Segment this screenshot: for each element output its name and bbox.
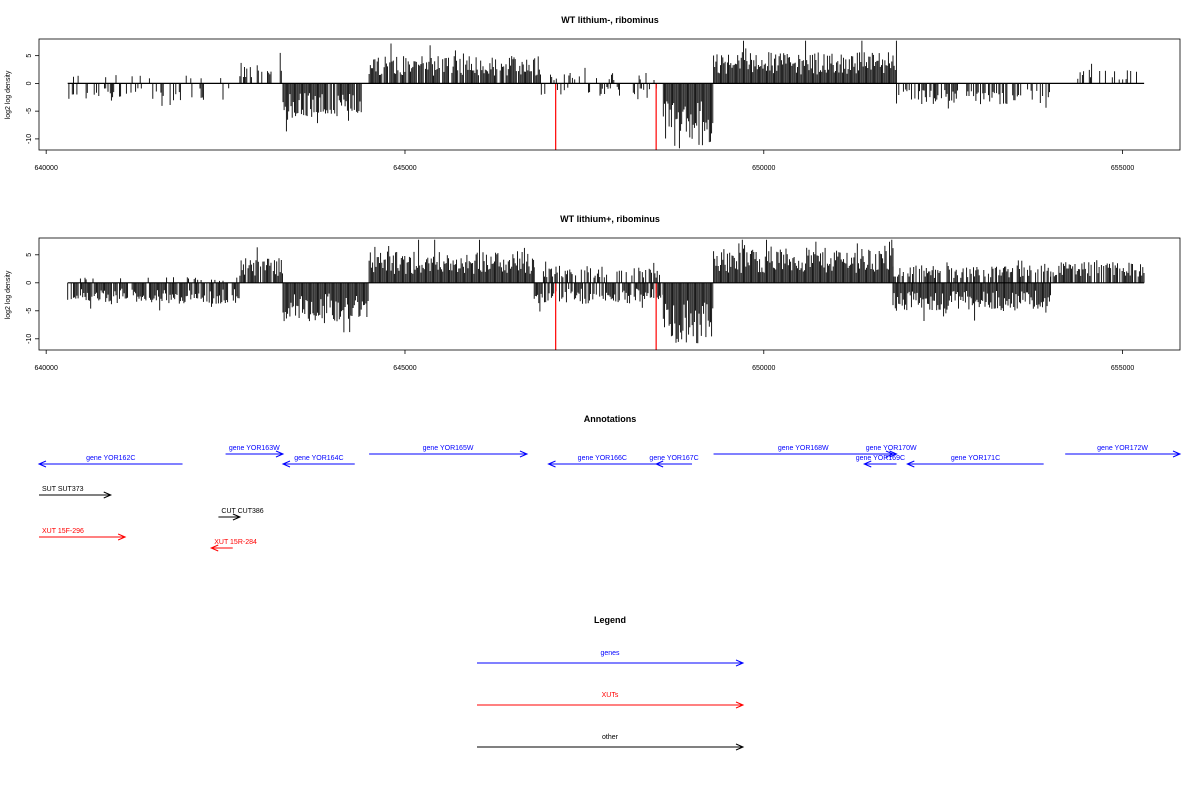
arrow-head xyxy=(232,513,242,521)
arrow-head xyxy=(889,450,898,458)
arrow-head xyxy=(547,460,556,468)
annotation-label: gene YOR165W xyxy=(423,445,474,452)
y-tick-label: 0 xyxy=(26,281,33,285)
annotation-label: gene YOR170W xyxy=(866,445,917,452)
arrow-head xyxy=(735,701,745,709)
arrow-head xyxy=(735,743,745,751)
arrow-head xyxy=(117,533,127,541)
arrow-head xyxy=(275,450,285,458)
arrow-head xyxy=(735,659,745,667)
annotation-feature: gene YOR166C xyxy=(547,455,657,468)
red-marks xyxy=(555,83,657,150)
annotation-label: gene YOR168W xyxy=(778,445,829,452)
y-axis: -10 -5 0 5 xyxy=(26,54,39,144)
legend-label: other xyxy=(602,734,619,741)
density-panel-lithium-minus: WT lithium-, ribominus log2 log density … xyxy=(5,15,1181,172)
annotation-label: gene YOR169C xyxy=(856,455,905,462)
annotation-items: gene YOR162C gene YOR163W gene YOR164C gene… xyxy=(37,445,1182,552)
annotation-label: gene YOR164C xyxy=(294,455,343,462)
x-tick-label: 640000 xyxy=(34,365,57,372)
legend-label: genes xyxy=(600,650,620,657)
legend: Legend genes XUTs other xyxy=(477,615,745,751)
annotation-label: XUT 15R-284 xyxy=(214,539,257,546)
x-axis: 640000 645000 650000 655000 xyxy=(34,150,1134,172)
annotation-label: gene YOR166C xyxy=(578,455,627,462)
y-tick-label: 5 xyxy=(26,253,33,257)
y-tick-label: 5 xyxy=(26,54,33,58)
y-axis-label: log2 log density xyxy=(5,70,12,119)
annotation-label: gene YOR167C xyxy=(649,455,698,462)
arrow-head xyxy=(281,460,291,468)
annotation-feature: CUT CUT386 xyxy=(218,508,264,521)
annotation-feature: gene YOR162C xyxy=(37,455,183,468)
x-tick-label: 645000 xyxy=(393,365,416,372)
legend-title: Legend xyxy=(594,615,626,625)
annotation-feature: XUT 15F-296 xyxy=(39,528,127,541)
annotation-feature: gene YOR164C xyxy=(281,455,355,468)
x-tick-label: 655000 xyxy=(1111,165,1134,172)
annotation-feature: gene YOR170W xyxy=(866,445,917,458)
annotation-feature: gene YOR169C xyxy=(856,455,905,468)
legend-entry: genes xyxy=(477,650,745,667)
plot-frame xyxy=(38,237,1181,351)
annotation-label: gene YOR162C xyxy=(86,455,135,462)
annotation-feature: gene YOR171C xyxy=(906,455,1044,468)
y-tick-label: -5 xyxy=(26,108,33,114)
annotation-feature: gene YOR165W xyxy=(369,445,529,458)
plot-frame xyxy=(38,38,1181,151)
annotation-feature: gene YOR167C xyxy=(649,455,699,468)
y-tick-label: -10 xyxy=(26,134,33,144)
x-tick-label: 650000 xyxy=(752,165,775,172)
annotations-title: Annotations xyxy=(584,414,637,424)
y-axis: -10 -5 0 5 xyxy=(26,253,39,344)
bars xyxy=(68,40,1137,149)
panel-title: WT lithium+, ribominus xyxy=(560,214,660,224)
arrow-head xyxy=(519,450,529,458)
y-tick-label: -10 xyxy=(26,334,33,344)
legend-label: XUTs xyxy=(602,692,619,699)
x-tick-label: 655000 xyxy=(1111,365,1134,372)
arrow-head xyxy=(654,460,664,468)
y-tick-label: -5 xyxy=(26,308,33,314)
arrow-head xyxy=(1172,450,1182,458)
arrow-head xyxy=(862,460,872,468)
annotation-label: gene YOR163W xyxy=(229,445,280,452)
annotation-label: XUT 15F-296 xyxy=(42,528,84,535)
legend-entry: XUTs xyxy=(477,692,745,709)
red-marks xyxy=(555,282,657,350)
arrow-head xyxy=(103,491,113,499)
annotation-label: gene YOR171C xyxy=(951,455,1000,462)
panel-title: WT lithium-, ribominus xyxy=(561,15,659,25)
density-panel-lithium-plus: WT lithium+, ribominus log2 log density … xyxy=(5,214,1181,372)
arrow-head xyxy=(209,544,219,552)
annotation-feature: SUT SUT373 xyxy=(39,486,113,499)
x-tick-label: 645000 xyxy=(393,165,416,172)
annotation-feature: gene YOR172W xyxy=(1065,445,1182,458)
x-tick-label: 650000 xyxy=(752,365,775,372)
y-axis-label: log2 log density xyxy=(5,270,12,319)
annotation-label: CUT CUT386 xyxy=(221,508,263,515)
x-tick-label: 640000 xyxy=(34,165,57,172)
annotation-label: SUT SUT373 xyxy=(42,486,84,493)
legend-entry: other xyxy=(477,734,745,751)
legend-items: genes XUTs other xyxy=(477,650,745,751)
annotation-label: gene YOR172W xyxy=(1097,445,1148,452)
y-tick-label: 0 xyxy=(26,81,33,85)
arrow-head xyxy=(37,460,47,468)
bars xyxy=(67,239,1145,344)
annotation-feature: gene YOR163W xyxy=(225,445,285,458)
x-axis: 640000 645000 650000 655000 xyxy=(34,350,1134,372)
annotation-feature: XUT 15R-284 xyxy=(209,539,257,552)
arrow-head xyxy=(906,460,915,468)
